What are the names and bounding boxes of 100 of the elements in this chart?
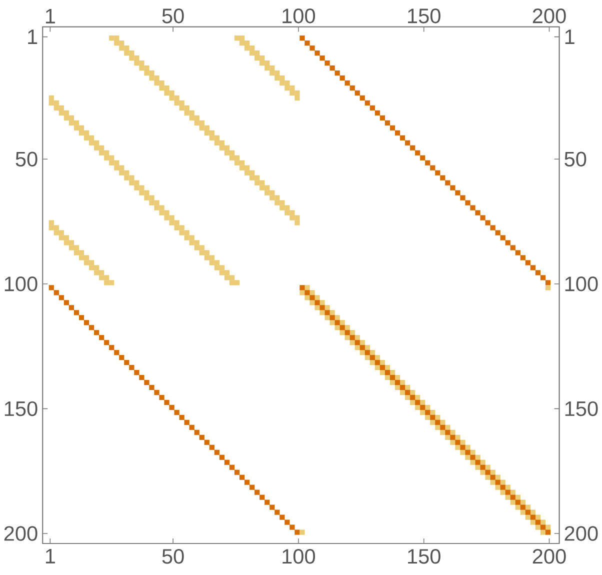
point (219, 270, 225, 276)
point (330, 310, 335, 316)
point (99, 150, 104, 156)
point (280, 200, 285, 206)
point (284, 210, 290, 216)
point (184, 235, 190, 240)
point (470, 205, 476, 210)
point (284, 520, 290, 525)
point (179, 230, 184, 236)
point (475, 210, 480, 216)
y2-tick-label: 150 (565, 401, 598, 416)
point (139, 60, 144, 66)
point (134, 60, 140, 66)
point (410, 145, 416, 150)
point (174, 225, 180, 230)
point (239, 160, 245, 166)
point (48, 225, 54, 230)
point (545, 530, 551, 535)
point (144, 195, 150, 200)
point (290, 210, 295, 216)
point (425, 160, 430, 166)
point (74, 120, 80, 126)
point (470, 454, 476, 460)
point (219, 264, 225, 270)
point (78, 314, 84, 320)
point (500, 480, 506, 485)
point (119, 170, 124, 176)
point (410, 394, 416, 400)
point (249, 484, 255, 490)
point (460, 195, 466, 200)
point (189, 115, 194, 120)
point (164, 215, 170, 220)
point (254, 50, 260, 56)
point (274, 195, 280, 200)
point (485, 470, 490, 475)
point (48, 220, 54, 226)
point (495, 484, 500, 490)
point (68, 240, 74, 246)
point (400, 380, 406, 385)
point (334, 320, 340, 326)
point (304, 294, 310, 300)
point (284, 205, 290, 210)
point (88, 140, 94, 146)
point (154, 80, 160, 86)
point (124, 175, 130, 180)
point (204, 440, 210, 445)
point (94, 145, 100, 150)
point (219, 145, 225, 150)
point (354, 344, 360, 350)
point (119, 354, 124, 360)
point (214, 135, 220, 140)
point (119, 45, 124, 50)
point (209, 260, 214, 266)
point (99, 270, 104, 276)
point (260, 60, 265, 66)
x-tick-label: 150 (408, 8, 440, 24)
point (415, 400, 420, 405)
point (430, 414, 436, 420)
point (415, 404, 420, 410)
point (64, 240, 70, 246)
point (129, 180, 134, 186)
point (194, 115, 200, 120)
point (465, 450, 470, 455)
point (54, 230, 59, 236)
point (360, 350, 365, 355)
point (104, 274, 110, 280)
point (109, 280, 114, 286)
point (545, 280, 551, 286)
point (334, 70, 340, 76)
point (260, 185, 265, 190)
point (58, 110, 64, 116)
point (505, 484, 510, 490)
point (129, 364, 134, 370)
point (310, 290, 315, 296)
point (199, 250, 204, 256)
point (264, 500, 270, 505)
point (109, 35, 114, 41)
point (154, 205, 160, 210)
point (340, 330, 345, 336)
point (144, 65, 150, 70)
point (324, 314, 330, 320)
point (304, 284, 310, 290)
point (149, 195, 154, 200)
point (465, 200, 470, 206)
point (404, 140, 410, 146)
point (280, 514, 285, 520)
point (415, 394, 420, 400)
point (94, 140, 100, 146)
point (380, 360, 386, 365)
point (324, 60, 330, 66)
point (179, 100, 184, 106)
point (229, 150, 235, 156)
point (194, 245, 200, 250)
point (495, 230, 500, 236)
point (540, 524, 546, 530)
point (364, 344, 370, 350)
point (350, 330, 355, 336)
point (239, 40, 245, 46)
point (490, 470, 496, 475)
point (74, 250, 80, 256)
